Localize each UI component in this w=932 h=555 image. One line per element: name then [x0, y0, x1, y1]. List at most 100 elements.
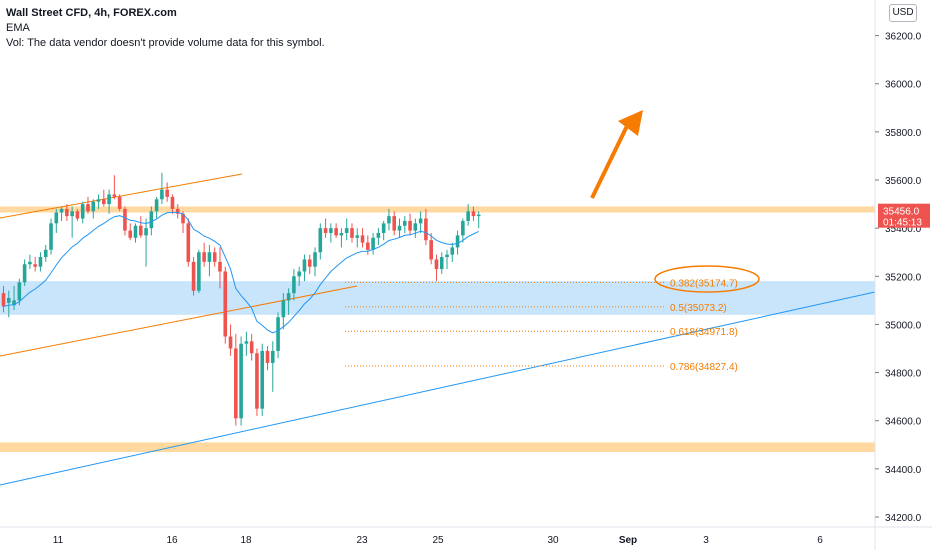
- candle-body[interactable]: [38, 257, 43, 267]
- candle-body[interactable]: [286, 293, 291, 301]
- candle-body[interactable]: [96, 199, 101, 202]
- candle-body[interactable]: [17, 282, 22, 301]
- candle-body[interactable]: [334, 228, 338, 236]
- candle-body[interactable]: [350, 228, 354, 238]
- demand-zone[interactable]: [0, 281, 875, 315]
- candle-body[interactable]: [181, 213, 185, 224]
- candle-body[interactable]: [244, 341, 249, 344]
- candle-body[interactable]: [402, 220, 407, 226]
- candle-body[interactable]: [297, 271, 301, 277]
- candle-body[interactable]: [234, 348, 238, 419]
- candle-body[interactable]: [22, 264, 27, 283]
- candle-body[interactable]: [329, 228, 333, 233]
- candle-body[interactable]: [387, 216, 391, 224]
- candle-body[interactable]: [461, 220, 465, 236]
- candle-body[interactable]: [228, 336, 233, 349]
- candle-body[interactable]: [138, 225, 143, 236]
- candle-body[interactable]: [6, 297, 11, 303]
- candle-body[interactable]: [117, 196, 122, 209]
- candle-body[interactable]: [445, 254, 449, 258]
- candle-body[interactable]: [371, 237, 375, 250]
- candle-body[interactable]: [318, 228, 323, 253]
- candle-body[interactable]: [49, 223, 53, 250]
- lower-channel-line[interactable]: [0, 285, 358, 357]
- candle-body[interactable]: [170, 196, 175, 209]
- candle-body[interactable]: [191, 261, 196, 291]
- candle-body[interactable]: [218, 261, 222, 272]
- candle-body[interactable]: [260, 350, 265, 409]
- candle-body[interactable]: [466, 211, 470, 221]
- candle-body[interactable]: [265, 350, 270, 363]
- candle-body[interactable]: [355, 235, 360, 238]
- candle-body[interactable]: [376, 232, 381, 238]
- candle-body[interactable]: [313, 252, 317, 267]
- candle-body[interactable]: [471, 211, 476, 217]
- candle-body[interactable]: [70, 211, 74, 217]
- candle-body[interactable]: [434, 259, 439, 270]
- last-price-badge[interactable]: [878, 203, 930, 228]
- ascending-trendline[interactable]: [0, 291, 876, 486]
- candle-body[interactable]: [439, 257, 444, 270]
- candle-body[interactable]: [86, 204, 90, 212]
- candle-body[interactable]: [202, 252, 206, 262]
- candle-body[interactable]: [418, 218, 423, 224]
- candle-body[interactable]: [102, 199, 106, 205]
- candle-body[interactable]: [65, 208, 69, 217]
- support-zone[interactable]: [0, 442, 875, 453]
- candle-body[interactable]: [249, 341, 254, 354]
- candle-body[interactable]: [360, 235, 365, 243]
- candle-body[interactable]: [255, 353, 259, 409]
- upper-channel-line[interactable]: [0, 173, 243, 219]
- candle-body[interactable]: [381, 223, 386, 233]
- candle-body[interactable]: [276, 317, 280, 351]
- candle-body[interactable]: [323, 228, 328, 233]
- candle-body[interactable]: [207, 252, 212, 262]
- candle-body[interactable]: [165, 189, 169, 197]
- candle-body[interactable]: [43, 249, 48, 258]
- candle-body[interactable]: [28, 261, 32, 265]
- candle-body[interactable]: [424, 218, 428, 241]
- currency-button[interactable]: USD: [889, 4, 917, 22]
- candle-body[interactable]: [450, 247, 455, 255]
- candle-body[interactable]: [12, 300, 16, 306]
- candle-body[interactable]: [33, 264, 37, 267]
- candle-body[interactable]: [133, 225, 138, 238]
- candle-body[interactable]: [107, 194, 111, 205]
- resistance-zone[interactable]: [0, 206, 875, 213]
- candle-body[interactable]: [186, 223, 191, 262]
- candle-body[interactable]: [281, 300, 286, 318]
- candle-body[interactable]: [476, 214, 481, 217]
- candle-body[interactable]: [392, 216, 397, 231]
- candle-body[interactable]: [397, 225, 402, 231]
- symbol-title[interactable]: Wall Street CFD, 4h, FOREX.com: [6, 7, 177, 19]
- candle-body[interactable]: [112, 194, 117, 197]
- candle-body[interactable]: [123, 208, 127, 231]
- candle-body[interactable]: [366, 242, 370, 250]
- candle-body[interactable]: [160, 189, 164, 200]
- candle-body[interactable]: [197, 252, 201, 291]
- candle-body[interactable]: [270, 350, 275, 363]
- candle-body[interactable]: [429, 240, 433, 260]
- candle-body[interactable]: [154, 199, 159, 212]
- candle-body[interactable]: [292, 276, 296, 294]
- candle-body[interactable]: [344, 228, 349, 233]
- candle-body[interactable]: [223, 271, 228, 337]
- candle-body[interactable]: [59, 208, 64, 213]
- candle-body[interactable]: [175, 208, 180, 214]
- candle-body[interactable]: [408, 220, 412, 231]
- upward-arrow-head[interactable]: [618, 110, 643, 136]
- candle-body[interactable]: [339, 232, 344, 236]
- candle-body[interactable]: [144, 228, 148, 236]
- candle-body[interactable]: [149, 211, 154, 229]
- candle-body[interactable]: [91, 201, 96, 212]
- candle-body[interactable]: [75, 211, 80, 219]
- candle-body[interactable]: [80, 204, 85, 219]
- candle-body[interactable]: [455, 235, 460, 248]
- upward-arrow-shaft[interactable]: [590, 125, 629, 199]
- candle-body[interactable]: [307, 259, 312, 267]
- ema-line[interactable]: [3, 211, 479, 334]
- candle-body[interactable]: [54, 212, 59, 224]
- candle-body[interactable]: [413, 223, 418, 231]
